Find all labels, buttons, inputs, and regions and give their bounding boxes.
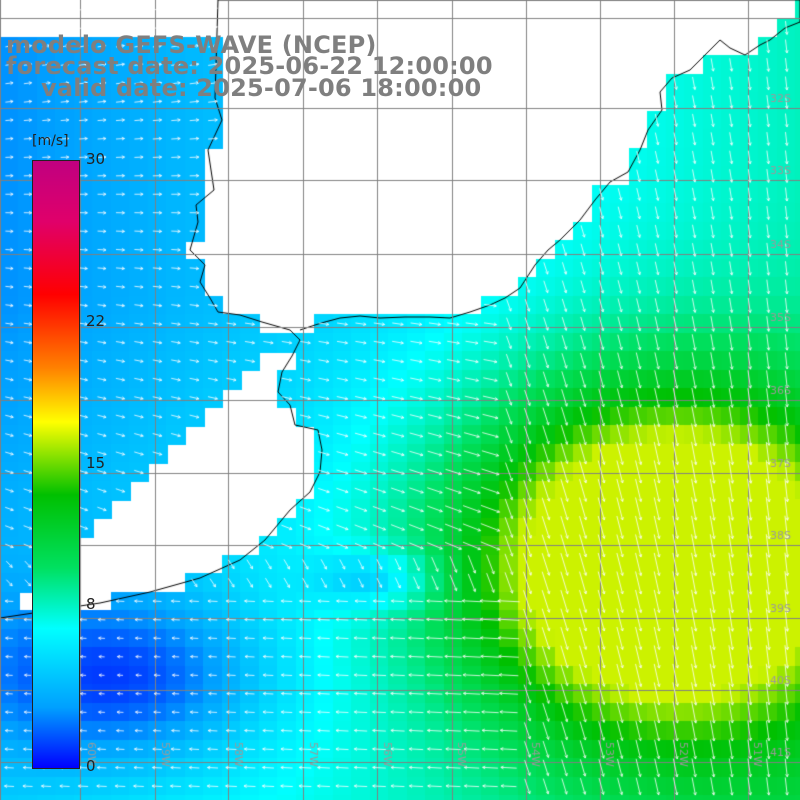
colorbar-tick-label: 15 [86, 453, 106, 472]
valid-date: valid date: 2025-07-06 18:00:00 [41, 74, 482, 102]
forecast-date: forecast date: 2025-06-22 12:00:00 [6, 52, 493, 80]
colorbar-tick-label: 22 [86, 311, 106, 330]
colorbar [32, 160, 80, 769]
colorbar-unit: [m/s] [32, 133, 69, 149]
colorbar-tick-label: 30 [86, 150, 106, 168]
colorbar-tick-label: 8 [86, 595, 96, 614]
model-title: modelo GEFS-WAVE (NCEP) [6, 31, 377, 59]
colorbar-tick-label: 0 [86, 757, 96, 775]
